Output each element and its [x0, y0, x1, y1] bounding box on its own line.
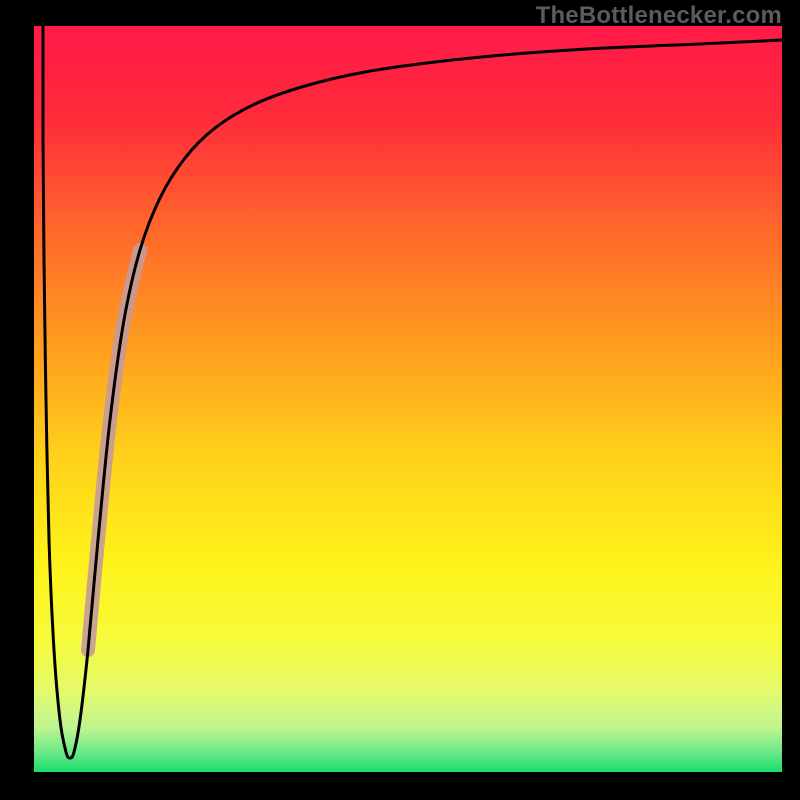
- chart-svg: [0, 0, 800, 800]
- plot-area: [34, 26, 782, 772]
- chart-container: TheBottlenecker.com: [0, 0, 800, 800]
- watermark-text: TheBottlenecker.com: [536, 2, 782, 30]
